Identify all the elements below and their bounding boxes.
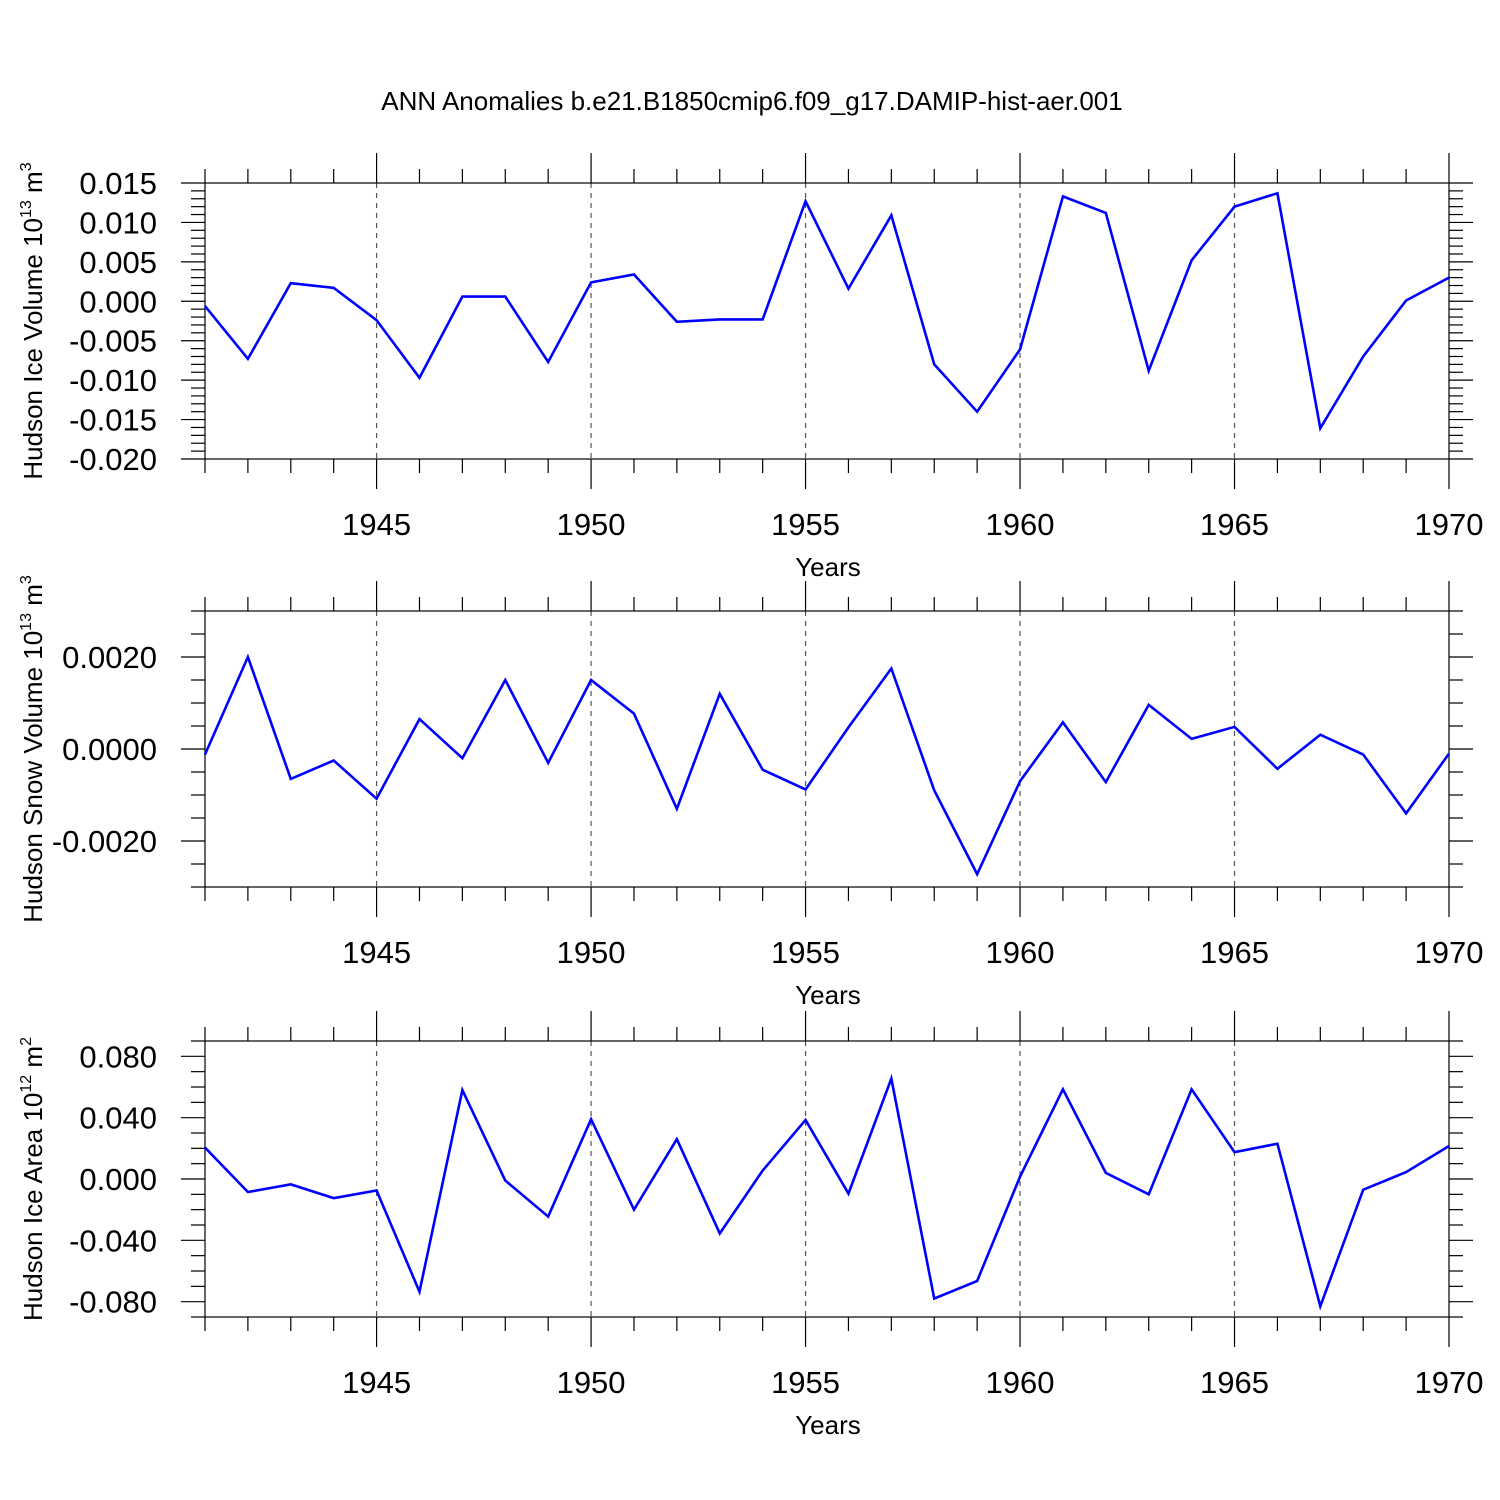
x-tick-label: 1965 <box>1200 1365 1269 1400</box>
y-axis-label-unit-exponent: 2 <box>18 1037 35 1046</box>
x-tick-label: 1955 <box>771 507 840 542</box>
panel-1: 1945 1950 1955 1960 1965 1970 Years -0.020 -0.01… <box>18 153 1483 582</box>
y-tick-label: -0.005 <box>69 324 157 359</box>
y-tick-label: 0.015 <box>79 166 157 201</box>
panels: 1945 1950 1955 1960 1965 1970 Years -0.020 -0.01… <box>18 153 1483 1440</box>
x-axis-label: Years <box>795 980 861 1010</box>
x-tick-label: 1955 <box>771 1365 840 1400</box>
y-axis-label: Hudson Ice Area 1012 m2 <box>18 1037 48 1321</box>
x-tick-label: 1945 <box>342 507 411 542</box>
x-tick-label: 1945 <box>342 935 411 970</box>
y-tick-label: 0.010 <box>79 205 157 240</box>
y-axis-label-exponent: 13 <box>18 200 35 218</box>
y-tick-label: -0.020 <box>69 442 157 477</box>
x-tick-label: 1960 <box>986 507 1055 542</box>
x-tick-label: 1955 <box>771 935 840 970</box>
x-tick-label: 1950 <box>557 507 626 542</box>
plot-frame <box>204 1040 1450 1318</box>
x-tick-label: 1970 <box>1415 935 1484 970</box>
y-axis-label-text: Hudson Snow Volume 10 <box>18 631 48 923</box>
y-tick-label: 0.0020 <box>62 640 157 675</box>
plot-frame <box>204 182 1450 460</box>
x-tick-label: 1970 <box>1415 507 1484 542</box>
y-tick-label: -0.010 <box>69 363 157 398</box>
x-tick-label: 1950 <box>557 1365 626 1400</box>
panel-3: 1945 1950 1955 1960 1965 1970 Years -0.080 -0.04… <box>18 1011 1483 1440</box>
x-tick-label: 1970 <box>1415 1365 1484 1400</box>
y-tick-label: 0.040 <box>79 1101 157 1136</box>
y-axis-label-text: Hudson Ice Area 10 <box>18 1093 48 1321</box>
series-line <box>203 191 1450 432</box>
y-tick-label: 0.005 <box>79 245 157 280</box>
y-tick-label: -0.080 <box>69 1285 157 1320</box>
x-axis-label: Years <box>795 552 861 582</box>
y-axis-label-unit: m <box>18 1046 48 1075</box>
y-axis-label-exponent: 12 <box>18 1075 35 1093</box>
y-axis-label-text: Hudson Ice Volume 10 <box>18 218 48 480</box>
chart-title: ANN Anomalies b.e21.B1850cmip6.f09_g17.D… <box>381 86 1122 116</box>
y-axis-label-unit: m <box>18 584 48 613</box>
y-tick-label: -0.0020 <box>52 824 157 859</box>
y-tick-label: -0.015 <box>69 403 157 438</box>
y-axis-label-unit-exponent: 3 <box>18 575 35 584</box>
y-axis-label-unit-exponent: 3 <box>18 162 35 171</box>
x-tick-label: 1945 <box>342 1365 411 1400</box>
y-axis-label: Hudson Ice Volume 1013 m3 <box>18 162 48 479</box>
x-tick-label: 1965 <box>1200 935 1269 970</box>
plot-frame <box>204 610 1450 888</box>
y-tick-label: 0.000 <box>79 1162 157 1197</box>
y-axis-label: Hudson Snow Volume 1013 m3 <box>18 575 48 923</box>
y-tick-label: -0.040 <box>69 1223 157 1258</box>
y-axis-label-exponent: 13 <box>18 613 35 631</box>
x-tick-label: 1960 <box>986 1365 1055 1400</box>
x-axis-label: Years <box>795 1410 861 1440</box>
x-tick-label: 1950 <box>557 935 626 970</box>
y-axis-label-unit: m <box>18 171 48 200</box>
series-line <box>203 653 1451 878</box>
y-tick-label: 0.080 <box>79 1039 157 1074</box>
y-tick-label: 0.000 <box>79 284 157 319</box>
panel-2: 1945 1950 1955 1960 1965 1970 Years -0.0020 0.00… <box>18 575 1483 1010</box>
x-tick-label: 1965 <box>1200 507 1269 542</box>
x-tick-label: 1960 <box>986 935 1055 970</box>
series-line <box>204 1073 1450 1311</box>
y-tick-label: 0.0000 <box>62 732 157 767</box>
